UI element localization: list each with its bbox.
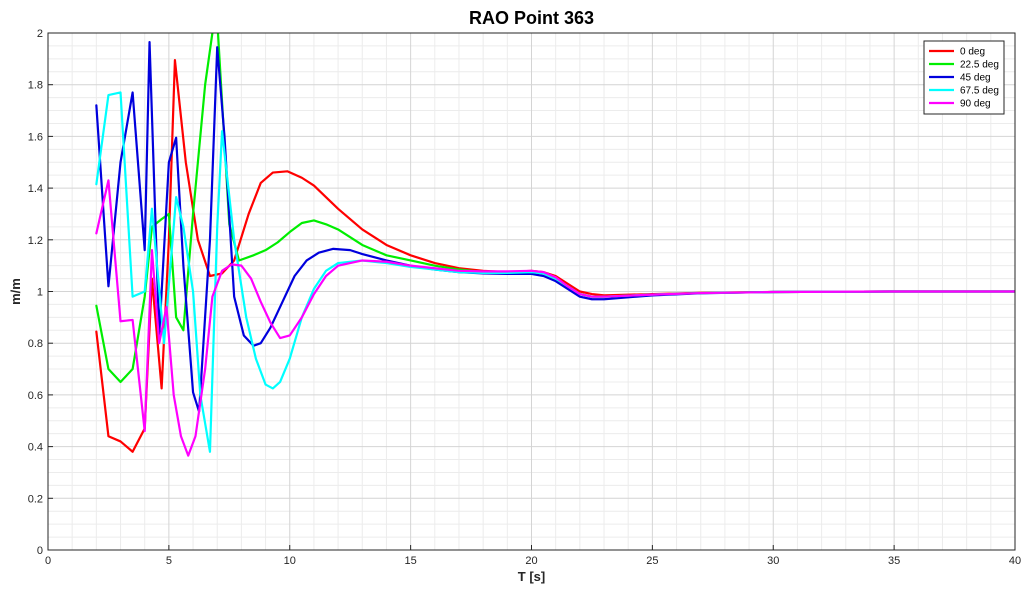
y-tick-label: 0.8 xyxy=(28,338,43,350)
x-tick-label: 10 xyxy=(284,555,296,567)
y-tick-label: 0 xyxy=(37,545,43,557)
legend-label: 22.5 deg xyxy=(960,60,999,71)
legend-label: 67.5 deg xyxy=(960,86,999,97)
y-tick-label: 1.4 xyxy=(28,183,43,195)
x-tick-label: 5 xyxy=(166,555,172,567)
y-tick-label: 1.2 xyxy=(28,235,43,247)
x-tick-label: 25 xyxy=(646,555,658,567)
legend-label: 45 deg xyxy=(960,73,991,84)
y-axis: 0 0.2 0.4 0.6 0.8 1 1.2 1.4 1.6 1.8 2 xyxy=(28,28,53,557)
x-axis: 0 5 10 15 20 25 30 35 40 xyxy=(45,545,1021,567)
y-axis-title: m/m xyxy=(8,278,23,305)
y-tick-label: 1.8 xyxy=(28,80,43,92)
legend-label: 90 deg xyxy=(960,99,991,110)
series-line-90-deg xyxy=(95,179,1015,457)
x-tick-label: 15 xyxy=(405,555,417,567)
x-tick-label: 40 xyxy=(1009,555,1021,567)
y-tick-label: 1.6 xyxy=(28,131,43,143)
legend: 0 deg 22.5 deg 45 deg 67.5 deg 90 deg xyxy=(923,40,1005,115)
y-tick-label: 2 xyxy=(37,28,43,40)
y-tick-label: 0.6 xyxy=(28,390,43,402)
chart-title: RAO Point 363 xyxy=(469,8,594,28)
x-tick-label: 20 xyxy=(525,555,537,567)
y-tick-label: 1 xyxy=(37,287,43,299)
x-axis-title: T [s] xyxy=(518,569,545,584)
x-tick-label: 0 xyxy=(45,555,51,567)
legend-label: 0 deg xyxy=(960,47,985,58)
y-tick-label: 0.4 xyxy=(28,442,43,454)
series-line-45-deg xyxy=(95,40,1015,413)
y-tick-label: 0.2 xyxy=(28,493,43,505)
x-tick-label: 30 xyxy=(767,555,779,567)
x-tick-label: 35 xyxy=(888,555,900,567)
series-layer xyxy=(95,33,1015,457)
